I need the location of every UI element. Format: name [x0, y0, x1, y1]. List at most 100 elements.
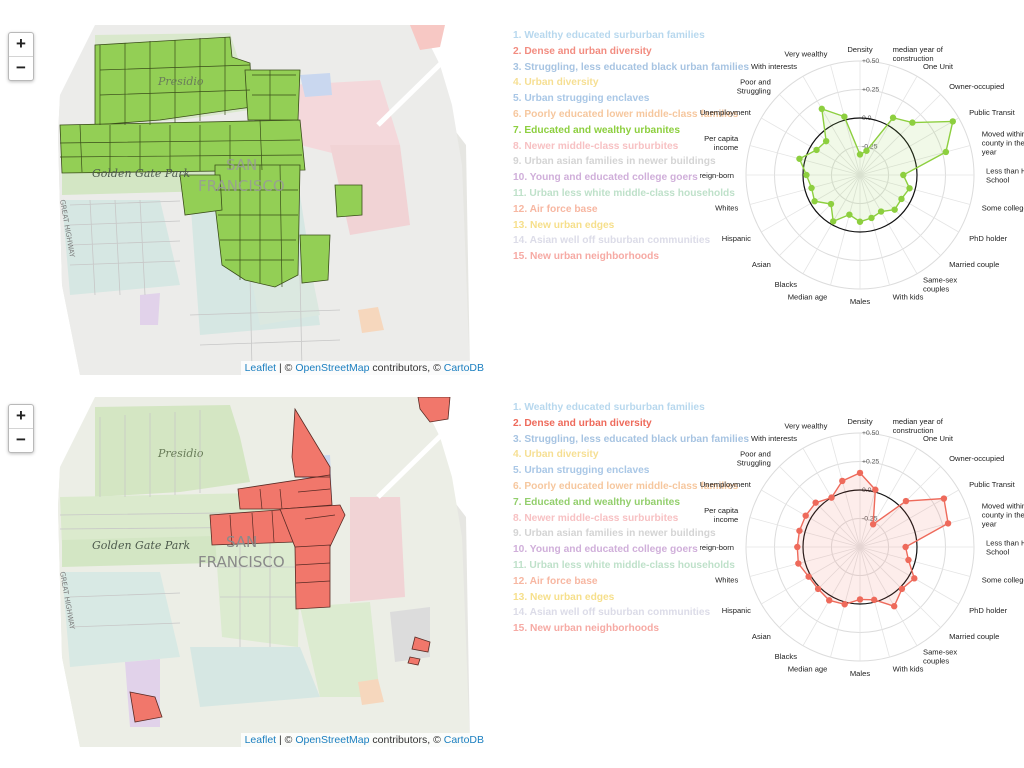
data-point-20[interactable] — [796, 155, 803, 162]
data-point-5[interactable] — [940, 495, 948, 502]
legend-item-6[interactable]: 6. Poorly educated lower middle-class fa… — [513, 108, 739, 120]
legend-item-14[interactable]: 14. Asian well off suburban communities — [513, 235, 711, 247]
legend-item-6[interactable]: 6. Poorly educated lower middle-class fa… — [513, 480, 739, 492]
cartodb-link[interactable]: CartoDB — [443, 362, 484, 374]
legend-item-13[interactable]: 13. New urban edges — [513, 219, 615, 231]
data-point-5[interactable] — [949, 118, 957, 125]
data-point-1[interactable] — [856, 469, 864, 477]
radar-axis-label: Same-sex couples — [923, 648, 957, 666]
data-point-11[interactable] — [877, 208, 885, 215]
legend-item-10[interactable]: 10. Young and educated college goers — [513, 544, 698, 556]
radar-axis-label: Less than HighSchool — [986, 539, 1024, 557]
data-point-18[interactable] — [795, 560, 802, 567]
map-view[interactable]: Presidio Golden Gate Park GREAT HIGHWAY … — [0, 25, 488, 375]
legend-item-14[interactable]: 14. Asian well off suburban communities — [513, 607, 711, 619]
data-point-13[interactable] — [856, 596, 864, 603]
legend-item-10[interactable]: 10. Young and educated college goers — [513, 172, 698, 184]
zoom-out-button[interactable]: − — [9, 428, 33, 452]
data-point-21[interactable] — [802, 512, 809, 519]
leaflet-link[interactable]: Leaflet — [244, 362, 277, 374]
data-point-8[interactable] — [906, 185, 913, 192]
presidio-label: Presidio — [157, 447, 204, 460]
data-point-4[interactable] — [909, 119, 916, 126]
zoom-control: + − — [8, 32, 34, 81]
data-point-24[interactable] — [839, 477, 846, 485]
data-point-3[interactable] — [889, 114, 897, 121]
data-point-4[interactable] — [902, 497, 910, 505]
legend-item-15[interactable]: 15. New urban neighborhoods — [513, 623, 660, 635]
radar-axis-label: Public Transit — [969, 108, 1015, 117]
data-point-17[interactable] — [805, 573, 812, 580]
data-point-6[interactable] — [942, 148, 950, 156]
data-point-23[interactable] — [818, 105, 826, 113]
data-point-16[interactable] — [827, 200, 835, 208]
data-point-8[interactable] — [905, 556, 912, 564]
data-point-6[interactable] — [944, 520, 952, 527]
legend-item-9[interactable]: 9. Urban asian families in newer buildin… — [513, 156, 716, 168]
legend-item-4[interactable]: 4. Urban diversity — [513, 449, 599, 461]
legend-item-11[interactable]: 11. Urban less white middle-class househ… — [513, 559, 735, 571]
data-point-19[interactable] — [803, 171, 810, 179]
data-point-14[interactable] — [841, 601, 848, 608]
data-point-12[interactable] — [870, 596, 878, 604]
cluster-legend: 1. Wealthy educated surburban families 2.… — [513, 400, 750, 637]
legend-item-8[interactable]: 8. Newer middle-class surburbites — [513, 512, 679, 524]
legend-item-2[interactable]: 2. Dense and urban diversity — [513, 45, 652, 57]
legend-item-9[interactable]: 9. Urban asian families in newer buildin… — [513, 528, 716, 540]
data-point-22[interactable] — [812, 499, 819, 506]
data-point-9[interactable] — [911, 575, 918, 582]
legend-item-7[interactable]: 7. Educated and wealthy urbanites — [513, 496, 681, 508]
legend-item-1[interactable]: 1. Wealthy educated surburban families — [513, 30, 705, 41]
data-point-17[interactable] — [811, 198, 818, 205]
data-point-1[interactable] — [856, 151, 864, 158]
map-tiles[interactable]: Presidio Golden Gate Park GREAT HIGHWAY … — [0, 397, 488, 747]
data-point-24[interactable] — [841, 113, 848, 120]
data-point-15[interactable] — [830, 218, 837, 225]
legend-item-13[interactable]: 13. New urban edges — [513, 591, 615, 603]
data-point-22[interactable] — [822, 137, 830, 145]
data-point-7[interactable] — [900, 171, 907, 179]
leaflet-link[interactable]: Leaflet — [244, 734, 277, 746]
map-view[interactable]: Presidio Golden Gate Park GREAT HIGHWAY … — [0, 397, 488, 747]
data-point-23[interactable] — [828, 494, 835, 501]
data-point-18[interactable] — [808, 184, 815, 192]
zoom-in-button[interactable]: + — [16, 406, 26, 425]
data-point-14[interactable] — [846, 211, 853, 218]
radar-axis-label: One Unit — [923, 62, 954, 71]
legend-item-4[interactable]: 4. Urban diversity — [513, 77, 599, 89]
osm-link[interactable]: OpenStreetMap — [295, 734, 370, 746]
cartodb-link[interactable]: CartoDB — [443, 734, 484, 746]
data-point-9[interactable] — [898, 195, 905, 203]
radar-axis-label: Some college — [982, 576, 1024, 585]
zoom-in-button[interactable]: + — [16, 34, 26, 53]
legend-item-12[interactable]: 12. Air force base — [513, 203, 598, 215]
legend-item-3[interactable]: 3. Struggling, less educated black urban… — [513, 61, 750, 73]
data-point-2[interactable] — [872, 486, 879, 493]
legend-item-8[interactable]: 8. Newer middle-class surburbites — [513, 140, 679, 152]
data-point-15[interactable] — [826, 597, 833, 604]
data-point-7[interactable] — [902, 543, 909, 551]
data-point-11[interactable] — [891, 603, 898, 610]
data-point-12[interactable] — [868, 214, 875, 222]
data-point-16[interactable] — [814, 585, 822, 593]
legend-item-1[interactable]: 1. Wealthy educated surburban families — [513, 402, 705, 413]
legend-item-2[interactable]: 2. Dense and urban diversity — [513, 417, 652, 429]
map-tiles[interactable]: Presidio Golden Gate Park GREAT HIGHWAY … — [0, 25, 488, 375]
osm-link[interactable]: OpenStreetMap — [295, 362, 370, 374]
legend-item-5[interactable]: 5. Urban strugging enclaves — [513, 93, 650, 105]
legend-item-3[interactable]: 3. Struggling, less educated black urban… — [513, 433, 750, 445]
data-point-10[interactable] — [891, 206, 898, 213]
data-point-13[interactable] — [856, 218, 864, 225]
data-point-3[interactable] — [869, 521, 877, 528]
legend-item-12[interactable]: 12. Air force base — [513, 575, 598, 587]
data-point-10[interactable] — [898, 585, 906, 593]
data-point-19[interactable] — [794, 543, 801, 551]
legend-item-7[interactable]: 7. Educated and wealthy urbanites — [513, 124, 681, 136]
legend-item-5[interactable]: 5. Urban strugging enclaves — [513, 465, 650, 477]
zoom-out-button[interactable]: − — [9, 56, 33, 80]
data-point-2[interactable] — [863, 147, 870, 154]
legend-item-15[interactable]: 15. New urban neighborhoods — [513, 251, 660, 263]
legend-item-11[interactable]: 11. Urban less white middle-class househ… — [513, 187, 735, 199]
data-point-20[interactable] — [796, 527, 803, 534]
data-point-21[interactable] — [813, 146, 820, 154]
